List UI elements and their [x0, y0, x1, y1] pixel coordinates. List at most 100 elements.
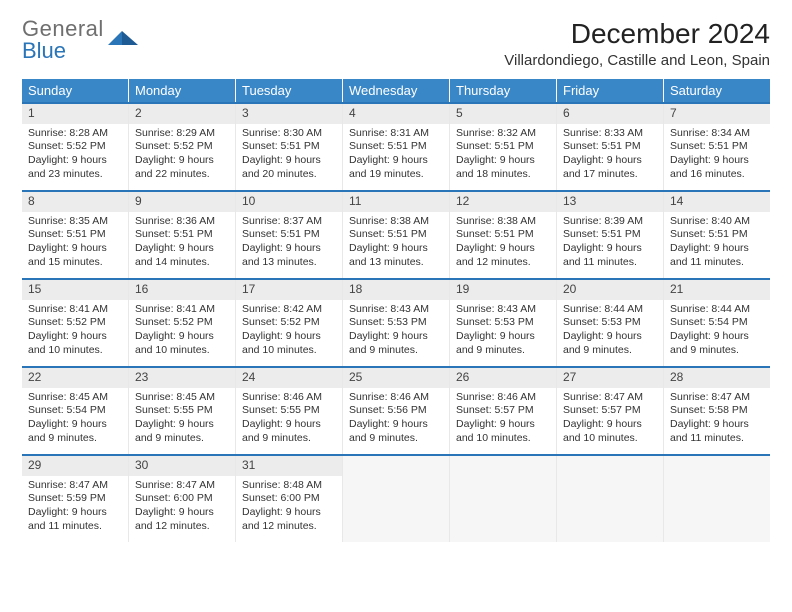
day-number: 17: [236, 280, 342, 300]
sunrise-line: Sunrise: 8:29 AM: [135, 127, 229, 141]
sunset-line: Sunset: 5:51 PM: [349, 228, 443, 242]
day-number: 21: [664, 280, 770, 300]
day-number: 28: [664, 368, 770, 388]
sunrise-line: Sunrise: 8:44 AM: [670, 303, 764, 317]
daylight-line: Daylight: 9 hours and 15 minutes.: [28, 242, 122, 269]
sunrise-line: Sunrise: 8:46 AM: [456, 391, 550, 405]
sunset-line: Sunset: 5:54 PM: [670, 316, 764, 330]
day-cell: 3Sunrise: 8:30 AMSunset: 5:51 PMDaylight…: [236, 104, 343, 190]
sunset-line: Sunset: 5:53 PM: [349, 316, 443, 330]
sunset-line: Sunset: 5:51 PM: [242, 140, 336, 154]
sunset-line: Sunset: 5:55 PM: [135, 404, 229, 418]
weekday-header: Wednesday: [343, 79, 450, 102]
daylight-line: Daylight: 9 hours and 16 minutes.: [670, 154, 764, 181]
day-number: 16: [129, 280, 235, 300]
daylight-line: Daylight: 9 hours and 10 minutes.: [242, 330, 336, 357]
weekday-header: Tuesday: [236, 79, 343, 102]
weekday-header: Sunday: [22, 79, 129, 102]
brand-line1: General: [22, 18, 104, 40]
day-cell: 4Sunrise: 8:31 AMSunset: 5:51 PMDaylight…: [343, 104, 450, 190]
day-cell: [343, 456, 450, 542]
brand-mark-icon: [108, 25, 138, 56]
day-number: 4: [343, 104, 449, 124]
sunrise-line: Sunrise: 8:48 AM: [242, 479, 336, 493]
sunset-line: Sunset: 5:52 PM: [135, 140, 229, 154]
sunset-line: Sunset: 5:53 PM: [456, 316, 550, 330]
sunrise-line: Sunrise: 8:47 AM: [563, 391, 657, 405]
day-body: Sunrise: 8:38 AMSunset: 5:51 PMDaylight:…: [450, 212, 556, 276]
sunset-line: Sunset: 5:57 PM: [563, 404, 657, 418]
day-body: Sunrise: 8:45 AMSunset: 5:55 PMDaylight:…: [129, 388, 235, 452]
daylight-line: Daylight: 9 hours and 9 minutes.: [349, 330, 443, 357]
sunset-line: Sunset: 5:51 PM: [456, 140, 550, 154]
sunrise-line: Sunrise: 8:38 AM: [349, 215, 443, 229]
day-body: Sunrise: 8:42 AMSunset: 5:52 PMDaylight:…: [236, 300, 342, 364]
day-cell: [450, 456, 557, 542]
day-body: Sunrise: 8:38 AMSunset: 5:51 PMDaylight:…: [343, 212, 449, 276]
daylight-line: Daylight: 9 hours and 23 minutes.: [28, 154, 122, 181]
title-block: December 2024 Villardondiego, Castille a…: [504, 18, 770, 69]
brand-line2: Blue: [22, 40, 104, 62]
day-number: 25: [343, 368, 449, 388]
day-body: Sunrise: 8:32 AMSunset: 5:51 PMDaylight:…: [450, 124, 556, 188]
day-cell: 27Sunrise: 8:47 AMSunset: 5:57 PMDayligh…: [557, 368, 664, 454]
day-cell: 6Sunrise: 8:33 AMSunset: 5:51 PMDaylight…: [557, 104, 664, 190]
day-body: Sunrise: 8:47 AMSunset: 5:59 PMDaylight:…: [22, 476, 128, 540]
week-row: 29Sunrise: 8:47 AMSunset: 5:59 PMDayligh…: [22, 454, 770, 542]
day-body: Sunrise: 8:31 AMSunset: 5:51 PMDaylight:…: [343, 124, 449, 188]
daylight-line: Daylight: 9 hours and 19 minutes.: [349, 154, 443, 181]
sunrise-line: Sunrise: 8:28 AM: [28, 127, 122, 141]
day-cell: 9Sunrise: 8:36 AMSunset: 5:51 PMDaylight…: [129, 192, 236, 278]
day-cell: 20Sunrise: 8:44 AMSunset: 5:53 PMDayligh…: [557, 280, 664, 366]
daylight-line: Daylight: 9 hours and 12 minutes.: [456, 242, 550, 269]
day-cell: 19Sunrise: 8:43 AMSunset: 5:53 PMDayligh…: [450, 280, 557, 366]
weekday-header-row: SundayMondayTuesdayWednesdayThursdayFrid…: [22, 79, 770, 102]
day-number: 10: [236, 192, 342, 212]
sunset-line: Sunset: 5:51 PM: [242, 228, 336, 242]
day-body: Sunrise: 8:40 AMSunset: 5:51 PMDaylight:…: [664, 212, 770, 276]
sunrise-line: Sunrise: 8:43 AM: [456, 303, 550, 317]
day-cell: 22Sunrise: 8:45 AMSunset: 5:54 PMDayligh…: [22, 368, 129, 454]
day-number: 20: [557, 280, 663, 300]
daylight-line: Daylight: 9 hours and 18 minutes.: [456, 154, 550, 181]
day-number: 7: [664, 104, 770, 124]
day-number: 2: [129, 104, 235, 124]
daylight-line: Daylight: 9 hours and 9 minutes.: [28, 418, 122, 445]
sunset-line: Sunset: 5:51 PM: [563, 140, 657, 154]
sunrise-line: Sunrise: 8:41 AM: [135, 303, 229, 317]
calendar-body: 1Sunrise: 8:28 AMSunset: 5:52 PMDaylight…: [22, 102, 770, 542]
daylight-line: Daylight: 9 hours and 11 minutes.: [670, 418, 764, 445]
day-number: 23: [129, 368, 235, 388]
day-number: 29: [22, 456, 128, 476]
day-number: 5: [450, 104, 556, 124]
daylight-line: Daylight: 9 hours and 20 minutes.: [242, 154, 336, 181]
daylight-line: Daylight: 9 hours and 22 minutes.: [135, 154, 229, 181]
day-body: Sunrise: 8:48 AMSunset: 6:00 PMDaylight:…: [236, 476, 342, 540]
day-cell: [664, 456, 770, 542]
day-body: Sunrise: 8:44 AMSunset: 5:54 PMDaylight:…: [664, 300, 770, 364]
daylight-line: Daylight: 9 hours and 12 minutes.: [242, 506, 336, 533]
day-body: Sunrise: 8:45 AMSunset: 5:54 PMDaylight:…: [22, 388, 128, 452]
sunrise-line: Sunrise: 8:46 AM: [349, 391, 443, 405]
day-number: 9: [129, 192, 235, 212]
weekday-header: Saturday: [664, 79, 770, 102]
day-body: Sunrise: 8:43 AMSunset: 5:53 PMDaylight:…: [450, 300, 556, 364]
week-row: 15Sunrise: 8:41 AMSunset: 5:52 PMDayligh…: [22, 278, 770, 366]
day-number: 30: [129, 456, 235, 476]
day-cell: 2 Sunrise: 8:29 AMSunset: 5:52 PMDaylight…: [129, 104, 236, 190]
daylight-line: Daylight: 9 hours and 14 minutes.: [135, 242, 229, 269]
day-number: 27: [557, 368, 663, 388]
day-body: Sunrise: 8:46 AMSunset: 5:56 PMDaylight:…: [343, 388, 449, 452]
daylight-line: Daylight: 9 hours and 13 minutes.: [242, 242, 336, 269]
sunrise-line: Sunrise: 8:43 AM: [349, 303, 443, 317]
day-number: 26: [450, 368, 556, 388]
location-subtitle: Villardondiego, Castille and Leon, Spain: [504, 52, 770, 69]
daylight-line: Daylight: 9 hours and 9 minutes.: [670, 330, 764, 357]
daylight-line: Daylight: 9 hours and 10 minutes.: [28, 330, 122, 357]
day-cell: 13Sunrise: 8:39 AMSunset: 5:51 PMDayligh…: [557, 192, 664, 278]
daylight-line: Daylight: 9 hours and 12 minutes.: [135, 506, 229, 533]
sunrise-line: Sunrise: 8:41 AM: [28, 303, 122, 317]
sunrise-line: Sunrise: 8:47 AM: [28, 479, 122, 493]
header: General Blue December 2024 Villardondieg…: [22, 18, 770, 69]
daylight-line: Daylight: 9 hours and 11 minutes.: [670, 242, 764, 269]
